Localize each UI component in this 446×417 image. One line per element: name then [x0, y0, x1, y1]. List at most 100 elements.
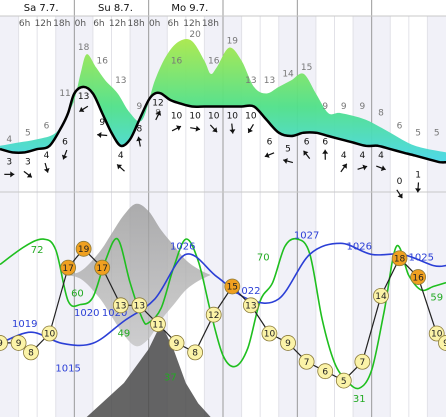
hour-label: 0h	[149, 19, 160, 29]
wind-labels: 3 3 4 6 13 9 4 8 12 10 10 10 10 10 6 5 6 6 4 4 4 0 1	[4, 92, 422, 199]
wind-label: 10	[189, 112, 201, 122]
humidity-line	[0, 237, 446, 390]
humidity-label: 70	[257, 252, 270, 263]
wind-panel: 4561118161398162016191313141599986553322…	[0, 30, 446, 199]
temperature-marker: 9	[438, 335, 446, 351]
wind-label: 3	[6, 157, 12, 167]
hour-labels: 6h 12h 18h 0h 6h 12h 18h 0h 6h 12h 18h	[19, 19, 219, 29]
wind-direction-icon	[61, 149, 68, 160]
wind-label: 10	[227, 112, 239, 122]
day-labels: Sa 7.7. Su 8.7. Mo 9.7.	[24, 3, 209, 14]
temperature-marker: 11	[150, 316, 166, 333]
temperature-marker: 6	[317, 363, 334, 380]
humidity-label: 37	[164, 372, 177, 383]
gust-label: 11	[59, 89, 70, 99]
svg-text:5: 5	[341, 377, 347, 387]
svg-text:16: 16	[412, 273, 424, 283]
wind-direction-icon	[357, 164, 368, 171]
gust-label: 9	[137, 102, 143, 112]
gust-label: 16	[171, 56, 183, 66]
wind-direction-icon	[79, 105, 89, 113]
hour-label: 18h	[202, 19, 219, 29]
wind-direction-icon	[190, 125, 201, 132]
pressure-label: 1020	[74, 308, 99, 319]
wind-label: 1	[415, 170, 421, 180]
svg-text:18: 18	[394, 254, 406, 264]
hour-label: 18h	[128, 19, 145, 29]
pressure-label: 1015	[55, 364, 80, 375]
temperature-marker: 16	[410, 269, 427, 285]
pressure-label: 1026	[347, 241, 372, 252]
svg-text:14: 14	[375, 292, 387, 302]
temperature-marker: 7	[354, 353, 371, 370]
precip-probability-area	[61, 203, 211, 347]
day-label: Sa 7.7.	[24, 3, 59, 14]
day-label: Mo 9.7.	[171, 3, 208, 14]
gust-label: 13	[115, 76, 126, 86]
wind-direction-icon	[247, 123, 254, 134]
humidity-label: 49	[118, 329, 131, 340]
wind-label: 6	[322, 138, 328, 148]
wind-label: 8	[137, 125, 143, 135]
wind-direction-icon	[116, 164, 125, 172]
humidity-label: 72	[31, 245, 44, 256]
svg-text:15: 15	[227, 283, 238, 293]
gust-label: 13	[264, 76, 275, 86]
wind-direction-icon	[229, 123, 236, 134]
wind-label: 10	[245, 112, 257, 122]
hour-label: 12h	[35, 19, 52, 29]
temperature-marker: 10	[261, 325, 278, 342]
hour-label: 18h	[53, 19, 70, 29]
gust-label: 14	[282, 69, 294, 79]
svg-text:17: 17	[96, 264, 107, 274]
pressure-label: 1027	[294, 230, 319, 241]
gust-label: 15	[301, 63, 312, 73]
svg-text:7: 7	[360, 358, 366, 368]
temperature-marker: 13	[242, 297, 259, 314]
temperature-marker: 8	[187, 344, 204, 361]
wind-direction-icon	[396, 189, 403, 199]
temperature-marker: 14	[373, 287, 389, 304]
pressure-label: 1022	[235, 286, 260, 297]
svg-text:7: 7	[304, 358, 310, 368]
pressure-label: 1026	[170, 241, 195, 252]
gust-label: 6	[397, 122, 403, 132]
svg-text:10: 10	[431, 330, 443, 340]
svg-text:17: 17	[62, 264, 73, 274]
wind-label: 6	[62, 138, 68, 148]
temperature-marker: 10	[428, 325, 445, 342]
temperature-marker: 15	[224, 278, 241, 295]
gust-label: 16	[208, 56, 220, 66]
precip-amount-area	[86, 323, 211, 417]
gust-label: 8	[378, 109, 384, 119]
temperature-marker: 9	[10, 335, 27, 351]
svg-text:9: 9	[174, 339, 180, 349]
temperature-marker: 9	[280, 335, 296, 351]
wind-direction-icon	[322, 149, 329, 160]
svg-text:9: 9	[0, 339, 3, 349]
temperature-marker: 7	[298, 353, 315, 370]
temperature-marker: 18	[391, 250, 408, 267]
wind-label: 13	[78, 92, 89, 102]
svg-text:13: 13	[245, 301, 256, 311]
svg-text:9: 9	[16, 339, 22, 349]
wind-label: 10	[171, 112, 183, 122]
wind-label: 4	[378, 151, 384, 161]
temperature-markers: 9981017191713131198121513109765714181610…	[0, 240, 446, 389]
svg-text:8: 8	[28, 349, 34, 359]
night-band	[427, 16, 446, 417]
wind-label: 6	[304, 138, 310, 148]
gust-label: 9	[322, 102, 328, 112]
svg-text:9: 9	[443, 339, 446, 349]
temperature-marker: 17	[94, 259, 111, 276]
pressure-label: 1025	[408, 253, 433, 264]
svg-text:11: 11	[152, 320, 163, 330]
wind-direction-icon	[415, 182, 422, 193]
temperature-marker: 9	[0, 335, 8, 351]
wind-label: 5	[285, 144, 291, 154]
temperature-marker: 19	[75, 240, 92, 257]
svg-text:19: 19	[78, 245, 90, 255]
gust-label: 5	[25, 128, 31, 138]
temperature-marker: 17	[60, 259, 77, 276]
